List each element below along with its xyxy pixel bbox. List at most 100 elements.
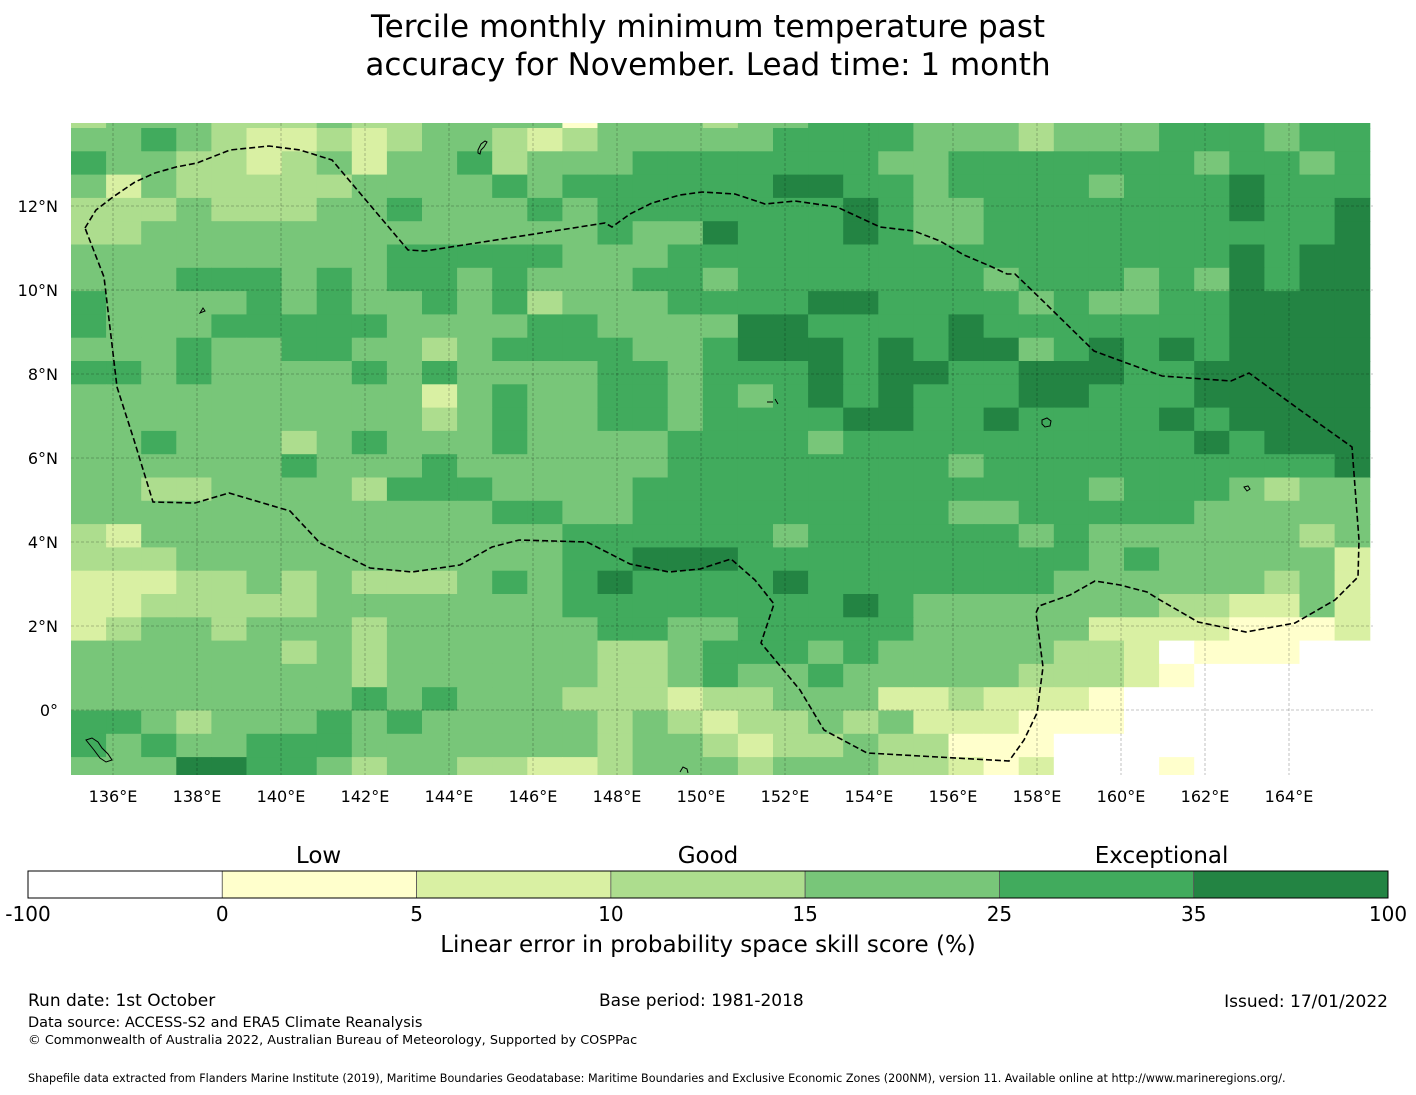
grid-cell: [597, 640, 634, 665]
grid-cell: [667, 663, 704, 688]
grid-cell: [1088, 244, 1125, 269]
grid-cell: [141, 128, 177, 152]
grid-cell: [527, 361, 563, 385]
grid-cell: [1124, 123, 1160, 129]
grid-cell: [527, 291, 563, 315]
grid-cell: [422, 221, 458, 246]
grid-cell: [1053, 500, 1090, 525]
grid-cell: [878, 314, 914, 339]
x-tick-label: 136°E: [89, 787, 138, 806]
grid-cell: [1299, 570, 1336, 595]
grid-cell: [983, 123, 1020, 129]
grid-cell: [843, 733, 879, 758]
grid-cell: [737, 454, 774, 479]
grid-cell: [1159, 267, 1195, 292]
grid-cell: [1088, 123, 1125, 129]
grid-cell: [351, 128, 388, 152]
grid-cell: [948, 221, 985, 246]
grid-cell: [1229, 570, 1265, 595]
grid-cell: [983, 500, 1020, 525]
grid-cell: [562, 500, 599, 525]
grid-cell: [176, 594, 212, 618]
grid-cell: [386, 500, 423, 525]
grid-cell: [1159, 384, 1195, 409]
grid-cell: [141, 291, 177, 315]
grid-cell: [176, 663, 212, 688]
grid-cell: [632, 547, 669, 572]
grid-cell: [808, 430, 844, 455]
grid-cell: [913, 151, 950, 176]
grid-cell: [386, 733, 423, 758]
grid-cell: [1018, 454, 1055, 479]
grid-cell: [316, 663, 353, 688]
x-tick-label: 164°E: [1265, 787, 1314, 806]
grid-cell: [1159, 123, 1195, 129]
y-tick-label: 2°N: [28, 617, 58, 636]
grid-cell: [1053, 617, 1090, 642]
grid-cell: [878, 337, 914, 362]
grid-cell: [562, 640, 599, 665]
grid-cell: [1299, 687, 1336, 712]
grid-cell: [316, 640, 353, 665]
grid-cell: [1299, 197, 1336, 222]
grid-cell: [141, 430, 177, 455]
grid-cell: [843, 687, 879, 712]
grid-cell: [246, 291, 283, 315]
grid-cell: [422, 570, 458, 595]
axis-tick-labels: 136°E 138°E 140°E 142°E 144°E 146°E 148°E 150°E…: [18, 197, 1314, 806]
grid-cell: [1159, 547, 1195, 572]
grid-cell: [141, 500, 177, 525]
grid-cell: [983, 337, 1020, 362]
grid-cell: [667, 640, 704, 665]
colorbar-segment: [804, 870, 1000, 899]
grid-cell: [983, 244, 1020, 269]
grid-cell: [1018, 733, 1055, 758]
grid-cell: [106, 128, 142, 152]
grid-cell: [878, 291, 914, 315]
grid-cell: [983, 687, 1020, 712]
grid-cell: [1053, 640, 1090, 665]
grid-cell: [1088, 430, 1125, 455]
grid-cell: [808, 267, 844, 292]
grid-cell: [913, 244, 950, 269]
grid-cell: [1194, 314, 1230, 339]
grid-cell: [1299, 361, 1336, 385]
grid-cell: [422, 687, 458, 712]
grid-cell: [211, 174, 248, 199]
grid-cell: [1299, 151, 1336, 176]
grid-cell: [702, 500, 739, 525]
grid-cell: [667, 244, 704, 269]
grid-cell: [386, 123, 423, 129]
grid-cell: [71, 547, 107, 572]
grid-cell: [211, 267, 248, 292]
grid-cell: [176, 477, 212, 502]
grid-cell: [632, 361, 669, 385]
grid-cell: [808, 547, 844, 572]
grid-cell: [422, 407, 458, 432]
grid-cell: [667, 594, 704, 618]
grid-cell: [632, 477, 669, 502]
grid-cell: [1299, 221, 1336, 246]
grid-cell: [316, 454, 353, 479]
grid-cell: [281, 314, 318, 339]
grid-cell: [316, 710, 353, 735]
grid-cell: [1053, 663, 1090, 688]
grid-cell: [457, 314, 493, 339]
grid-cell: [527, 477, 563, 502]
grid-cell: [667, 197, 704, 222]
grid-cell: [1124, 454, 1160, 479]
grid-cell: [1194, 500, 1230, 525]
grid-cell: [597, 123, 634, 129]
grid-cell: [808, 500, 844, 525]
island-outline-chuuk: [767, 398, 779, 405]
x-tick-label: 150°E: [677, 787, 726, 806]
grid-cell: [1229, 407, 1265, 432]
grid-cell: [527, 524, 563, 548]
grid-cell: [843, 663, 879, 688]
grid-cell: [1264, 710, 1301, 735]
grid-cell: [702, 361, 739, 385]
grid-cell: [1194, 570, 1230, 595]
grid-cell: [773, 128, 809, 152]
grid-cell: [913, 337, 950, 362]
